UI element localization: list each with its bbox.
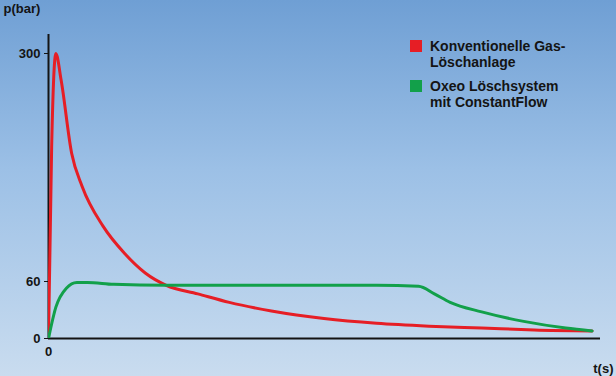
svg-text:0: 0 (33, 331, 40, 346)
svg-text:300: 300 (19, 46, 41, 61)
html-text:Konventionelle Gas-Löschanlage: Konventionelle Gas-Löschanlage (430, 38, 566, 70)
svg-text:60: 60 (26, 274, 40, 289)
svg-text:p(bar): p(bar) (4, 1, 41, 16)
html-text:Oxeo Löschsystem mit ConstantF: Oxeo Löschsystem mit ConstantFlow (430, 78, 559, 110)
svg-text:t(s): t(s) (593, 361, 613, 376)
svg-text:0: 0 (45, 344, 52, 359)
